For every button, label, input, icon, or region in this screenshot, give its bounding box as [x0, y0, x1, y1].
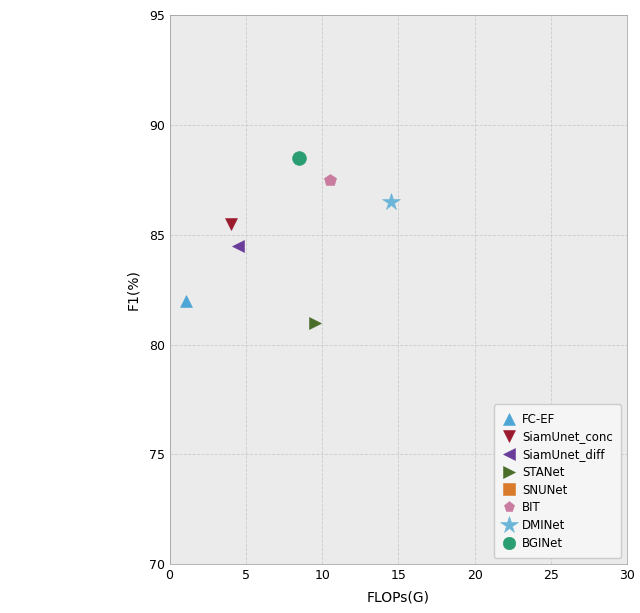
Y-axis label: F1(%): F1(%) — [127, 269, 140, 310]
Legend: FC-EF, SiamUnet_conc, SiamUnet_diff, STANet, SNUNet, BIT, DMINet, BGINet: FC-EF, SiamUnet_conc, SiamUnet_diff, STA… — [494, 405, 621, 558]
X-axis label: FLOPs(G): FLOPs(G) — [367, 590, 430, 604]
